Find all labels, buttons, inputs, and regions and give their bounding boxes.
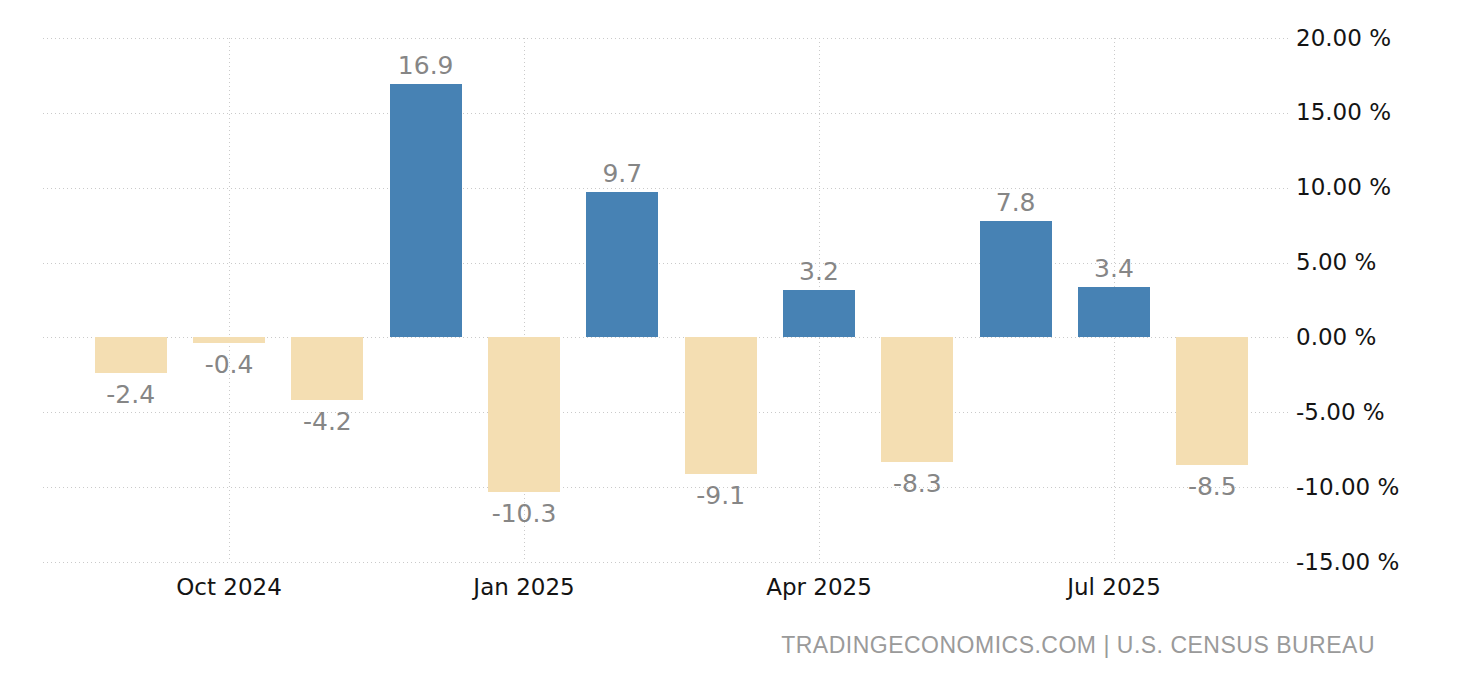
y-tick-label: -10.00 %	[1296, 476, 1399, 499]
y-tick-label: 20.00 %	[1296, 27, 1391, 50]
bar[interactable]	[488, 337, 560, 491]
bar[interactable]	[783, 290, 855, 338]
bar-value-label: -4.2	[227, 407, 427, 436]
bar[interactable]	[390, 84, 462, 337]
bar-value-label: 3.2	[719, 257, 919, 286]
y-tick-label: 5.00 %	[1296, 251, 1376, 274]
bar-value-label: 7.8	[916, 188, 1116, 217]
bar[interactable]	[586, 192, 658, 337]
x-tick-label: Jan 2025	[424, 574, 624, 600]
gridline-vertical	[229, 38, 230, 562]
attribution-text: TRADINGECONOMICS.COM | U.S. CENSUS BUREA…	[781, 632, 1375, 659]
x-tick-label: Apr 2025	[719, 574, 919, 600]
y-tick-label: -5.00 %	[1296, 401, 1385, 424]
gridline-horizontal	[43, 562, 1288, 563]
bar-value-label: -8.3	[817, 469, 1017, 498]
bar-value-label: -10.3	[424, 499, 624, 528]
y-tick-label: 15.00 %	[1296, 101, 1391, 124]
bar-value-label: 9.7	[522, 159, 722, 188]
bar[interactable]	[193, 337, 265, 343]
bar[interactable]	[881, 337, 953, 461]
x-tick-label: Jul 2025	[1014, 574, 1214, 600]
y-tick-label: 0.00 %	[1296, 326, 1376, 349]
bar[interactable]	[1176, 337, 1248, 464]
bar-value-label: 16.9	[326, 51, 526, 80]
bar[interactable]	[1078, 287, 1150, 338]
y-tick-label: 10.00 %	[1296, 176, 1391, 199]
x-tick-label: Oct 2024	[129, 574, 329, 600]
bar-value-label: -2.4	[31, 380, 231, 409]
bar-value-label: -9.1	[621, 481, 821, 510]
bar-value-label: 3.4	[1014, 254, 1214, 283]
bar-chart: -2.4-0.4 -4.2 16.9 -10.3 9.7 -9.1 3.2 -8.3 7.8 3.…	[0, 0, 1460, 680]
bar[interactable]	[685, 337, 757, 473]
bar-value-label: -8.5	[1112, 472, 1312, 501]
bar-value-label: -0.4	[129, 350, 329, 379]
y-tick-label: -15.00 %	[1296, 551, 1399, 574]
